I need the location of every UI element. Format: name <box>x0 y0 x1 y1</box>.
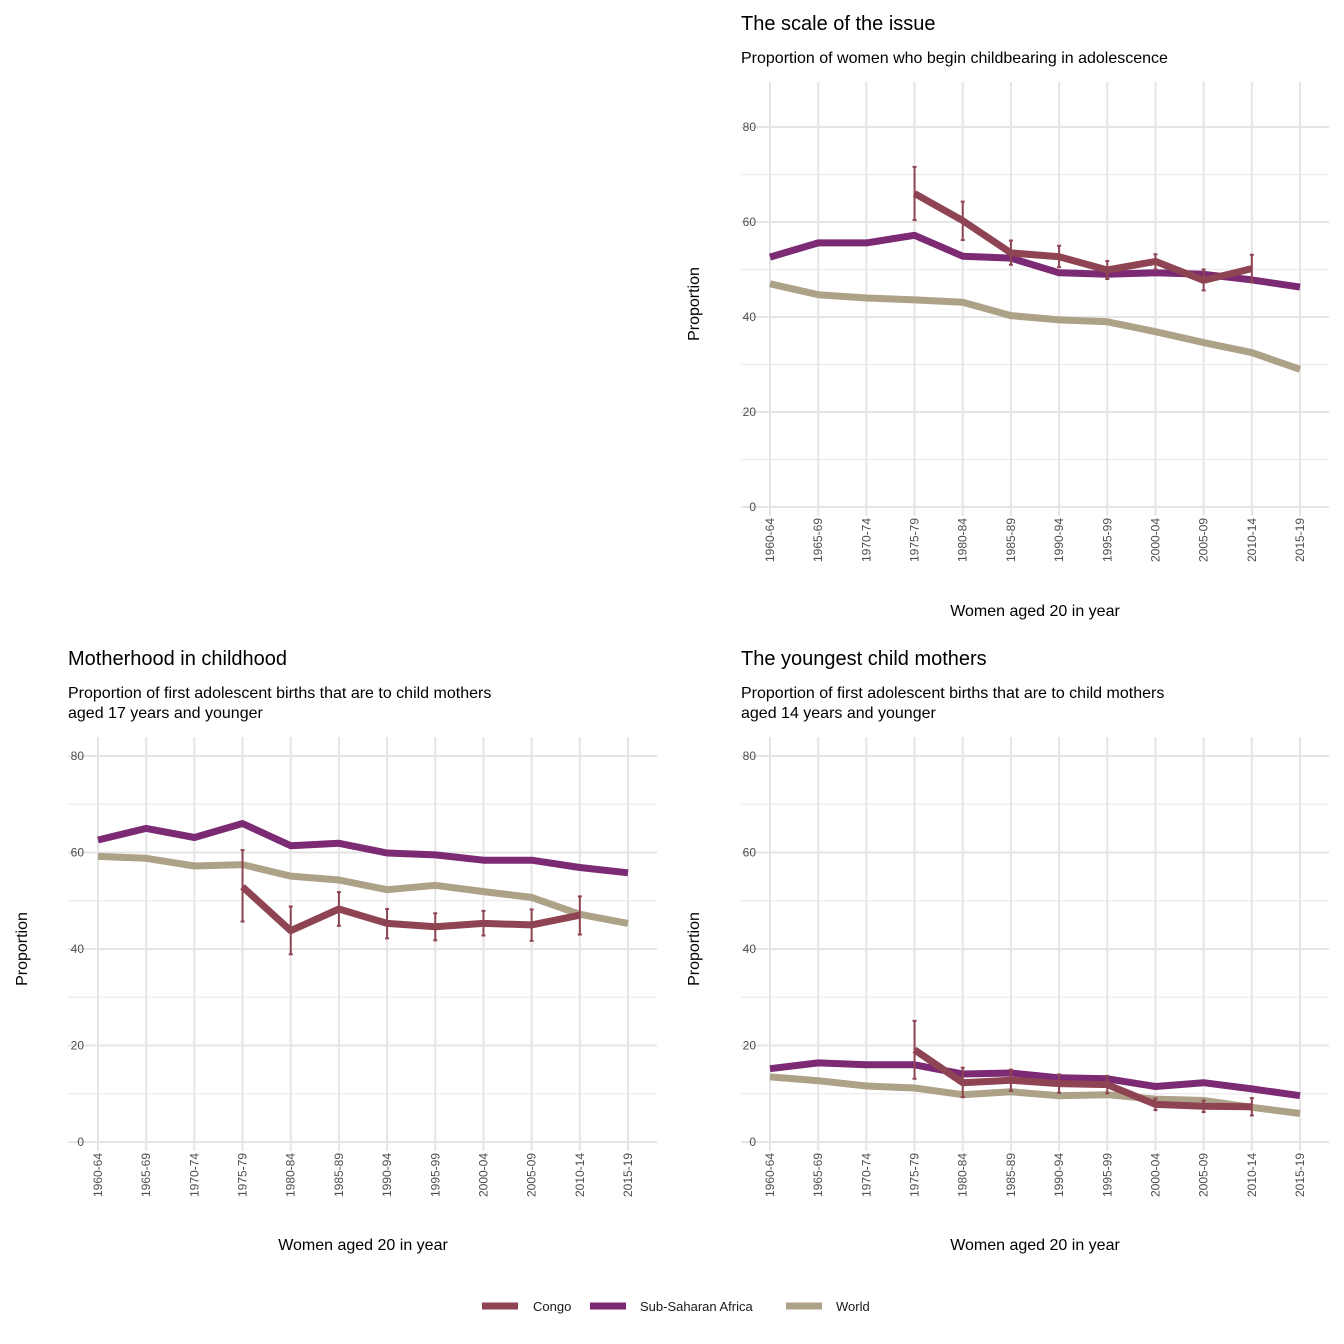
y-tick-label: 60 <box>743 846 757 860</box>
x-tick-label: 2010-14 <box>1245 1153 1259 1197</box>
x-tick-label: 1960-64 <box>763 1153 777 1197</box>
x-tick-label: 2010-14 <box>1245 518 1259 562</box>
x-tick-label: 1995-99 <box>1100 518 1114 562</box>
series-sub-saharan-africa <box>769 1059 1301 1100</box>
x-tick-label: 1985-89 <box>332 1153 346 1197</box>
series-congo <box>912 165 1254 292</box>
panel-subtitle-line-1: Proportion of first adolescent births th… <box>68 685 491 702</box>
legend-item-congo: Congo <box>482 1299 571 1314</box>
panel-motherhood-in-childhood: Motherhood in childhood Proportion of fi… <box>14 648 657 1254</box>
y-axis-title: Proportion <box>686 267 703 341</box>
y-tick-label: 80 <box>71 749 85 763</box>
panel-subtitle-line-2: aged 17 years and younger <box>68 705 263 722</box>
panel-title: Motherhood in childhood <box>68 648 287 670</box>
x-tick-label: 1985-89 <box>1004 1153 1018 1197</box>
x-tick-label: 2015-19 <box>621 1153 635 1197</box>
series-line-world <box>769 1073 1301 1117</box>
x-axis-title: Women aged 20 in year <box>950 1237 1120 1254</box>
plot-area: 0 20 40 60 80 1960-64 1965-69 1970-74 1975-79 198… <box>741 82 1329 562</box>
series-line-congo <box>912 190 1253 284</box>
y-tick-label: 80 <box>743 120 757 134</box>
x-tick-label: 1980-84 <box>284 1153 298 1197</box>
x-tick-label: 1965-69 <box>811 518 825 562</box>
legend-label-world: World <box>836 1299 870 1314</box>
legend-label-congo: Congo <box>533 1299 571 1314</box>
x-axis-title: Women aged 20 in year <box>950 603 1120 620</box>
legend: Congo Sub-Saharan Africa World <box>482 1299 870 1314</box>
panel-subtitle-line-2: aged 14 years and younger <box>741 705 936 722</box>
y-tick-label: 20 <box>743 1039 757 1053</box>
x-tick-label: 2000-04 <box>1148 1153 1162 1197</box>
y-axis-title: Proportion <box>686 912 703 986</box>
legend-item-sub-saharan-africa: Sub-Saharan Africa <box>590 1299 754 1314</box>
y-tick-label: 20 <box>71 1039 85 1053</box>
x-tick-label: 2015-19 <box>1293 1153 1307 1197</box>
series-line-sub-saharan-africa <box>769 1059 1301 1100</box>
y-tick-label: 80 <box>743 749 757 763</box>
y-tick-label: 0 <box>749 1135 756 1149</box>
series-congo <box>912 1019 1254 1117</box>
series-world <box>769 1073 1301 1117</box>
y-tick-label: 40 <box>743 310 757 324</box>
x-tick-label: 1975-79 <box>908 1153 922 1197</box>
x-tick-label: 1980-84 <box>956 518 970 562</box>
x-tick-label: 1990-94 <box>1052 1153 1066 1197</box>
x-tick-label: 1970-74 <box>859 518 873 562</box>
plot-area: 0 20 40 60 80 1960-64 1965-69 1970-74 1975-79 198… <box>741 737 1329 1197</box>
x-axis-title: Women aged 20 in year <box>278 1237 448 1254</box>
legend-label-sub-saharan-africa: Sub-Saharan Africa <box>640 1299 754 1314</box>
series-world <box>769 280 1302 373</box>
x-tick-label: 2005-09 <box>1197 518 1211 562</box>
series-congo <box>240 849 582 956</box>
panel-scale-of-issue: The scale of the issue Proportion of wom… <box>686 13 1329 620</box>
x-tick-label: 1990-94 <box>380 1153 394 1197</box>
x-tick-label: 2005-09 <box>525 1153 539 1197</box>
x-tick-label: 1995-99 <box>1100 1153 1114 1197</box>
y-tick-label: 20 <box>743 405 757 419</box>
x-tick-label: 2005-09 <box>1197 1153 1211 1197</box>
x-tick-label: 1965-69 <box>139 1153 153 1197</box>
panel-subtitle-line-1: Proportion of first adolescent births th… <box>741 685 1164 702</box>
y-tick-label: 40 <box>71 942 85 956</box>
series-world <box>97 852 629 927</box>
x-tick-label: 1965-69 <box>811 1153 825 1197</box>
y-tick-label: 0 <box>749 500 756 514</box>
legend-item-world: World <box>786 1299 870 1314</box>
y-axis-title: Proportion <box>14 912 31 986</box>
x-tick-label: 2015-19 <box>1293 518 1307 562</box>
panel-title: The youngest child mothers <box>741 648 987 670</box>
x-tick-label: 1960-64 <box>763 518 777 562</box>
x-tick-label: 1995-99 <box>428 1153 442 1197</box>
x-tick-label: 1975-79 <box>908 518 922 562</box>
panel-title: The scale of the issue <box>741 13 936 35</box>
series-line-congo <box>912 1046 1252 1111</box>
x-tick-label: 1985-89 <box>1004 518 1018 562</box>
panel-subtitle-line-1: Proportion of women who begin childbeari… <box>741 50 1168 67</box>
x-tick-label: 1960-64 <box>91 1153 105 1197</box>
series-sub-saharan-africa <box>97 820 629 877</box>
x-tick-label: 2000-04 <box>1148 518 1162 562</box>
series-line-sub-saharan-africa <box>97 820 629 877</box>
x-tick-label: 1970-74 <box>859 1153 873 1197</box>
x-tick-label: 2010-14 <box>573 1153 587 1197</box>
plot-area: 0 20 40 60 80 1960-64 1965-69 1970-74 1975-79 198… <box>68 737 657 1197</box>
series-line-world <box>97 852 629 927</box>
y-tick-label: 40 <box>743 942 757 956</box>
x-tick-label: 1990-94 <box>1052 518 1066 562</box>
series-line-world <box>769 280 1302 373</box>
x-tick-label: 2000-04 <box>476 1153 490 1197</box>
y-tick-label: 60 <box>71 846 85 860</box>
x-tick-label: 1970-74 <box>187 1153 201 1197</box>
x-tick-label: 1975-79 <box>236 1153 250 1197</box>
panel-youngest-child-mothers: The youngest child mothers Proportion of… <box>686 648 1329 1254</box>
y-tick-label: 0 <box>77 1135 84 1149</box>
x-tick-label: 1980-84 <box>956 1153 970 1197</box>
y-tick-label: 60 <box>743 215 757 229</box>
series-line-congo <box>240 884 581 935</box>
